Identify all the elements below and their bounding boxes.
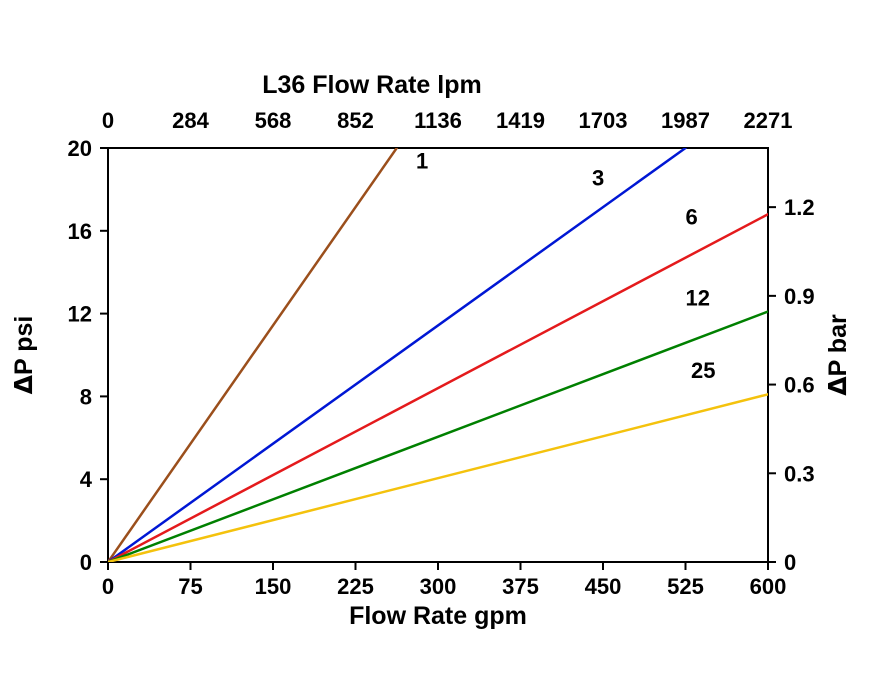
x-bottom-tick-label: 150: [255, 574, 292, 599]
series-label-1: 1: [416, 149, 428, 174]
y-left-tick-label: 12: [68, 302, 92, 327]
y-left-axis-title: ΔP psi: [9, 316, 38, 395]
y-left-tick-label: 16: [68, 219, 92, 244]
x-top-tick-label: 568: [255, 108, 292, 133]
y-right-tick-label: 0.6: [784, 373, 815, 398]
x-bottom-tick-label: 450: [585, 574, 622, 599]
chart-title: L36 Flow Rate lpm: [262, 71, 481, 99]
y-right-tick-label: 1.2: [784, 195, 815, 220]
y-left-tick-label: 8: [80, 384, 92, 409]
x-bottom-tick-label: 525: [667, 574, 704, 599]
x-bottom-tick-label: 600: [750, 574, 787, 599]
x-bottom-tick-label: 375: [502, 574, 539, 599]
x-top-tick-label: 0: [102, 108, 114, 133]
series-label-25: 25: [691, 358, 715, 383]
y-right-axis-title: ΔP bar: [823, 314, 852, 396]
x-bottom-tick-label: 300: [420, 574, 457, 599]
series-label-6: 6: [686, 205, 698, 230]
y-right-tick-label: 0.3: [784, 461, 815, 486]
series-label-12: 12: [686, 285, 710, 310]
x-top-tick-label: 1703: [579, 108, 628, 133]
x-top-tick-label: 1987: [661, 108, 710, 133]
x-top-tick-label: 852: [337, 108, 374, 133]
x-bottom-axis-title: Flow Rate gpm: [349, 602, 527, 630]
x-bottom-tick-label: 225: [337, 574, 374, 599]
series-label-3: 3: [592, 165, 604, 190]
x-top-tick-label: 1136: [414, 108, 462, 133]
x-top-tick-label: 2271: [744, 108, 793, 133]
y-right-tick-label: 0: [784, 550, 796, 575]
x-top-tick-label: 284: [172, 108, 209, 133]
x-bottom-tick-label: 75: [178, 574, 202, 599]
y-left-tick-label: 4: [80, 467, 93, 492]
y-left-tick-label: 0: [80, 550, 92, 575]
x-bottom-tick-label: 0: [102, 574, 114, 599]
pressure-flow-chart: 0751502253003754505256000284568852113614…: [0, 0, 884, 684]
y-right-tick-label: 0.9: [784, 284, 815, 309]
x-top-tick-label: 1419: [496, 108, 545, 133]
y-left-tick-label: 20: [68, 136, 92, 161]
